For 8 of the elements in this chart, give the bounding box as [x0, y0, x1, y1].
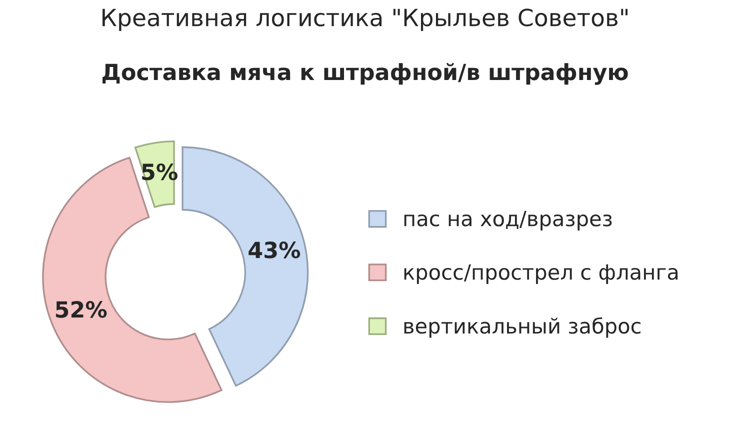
legend-label: кросс/прострел с фланга [404, 264, 678, 284]
data-label: 43% [248, 242, 300, 258]
legend-label: пас на ход/вразрез [404, 210, 612, 230]
legend-label: вертикальный заброс [404, 317, 640, 338]
chart-title: Креативная логистика "Крыльев Советов" [102, 8, 628, 31]
data-label: 5% [142, 163, 178, 180]
chart-subtitle: Доставка мяча к штрафной/в штрафную [102, 63, 628, 85]
data-label: 52% [56, 301, 107, 318]
